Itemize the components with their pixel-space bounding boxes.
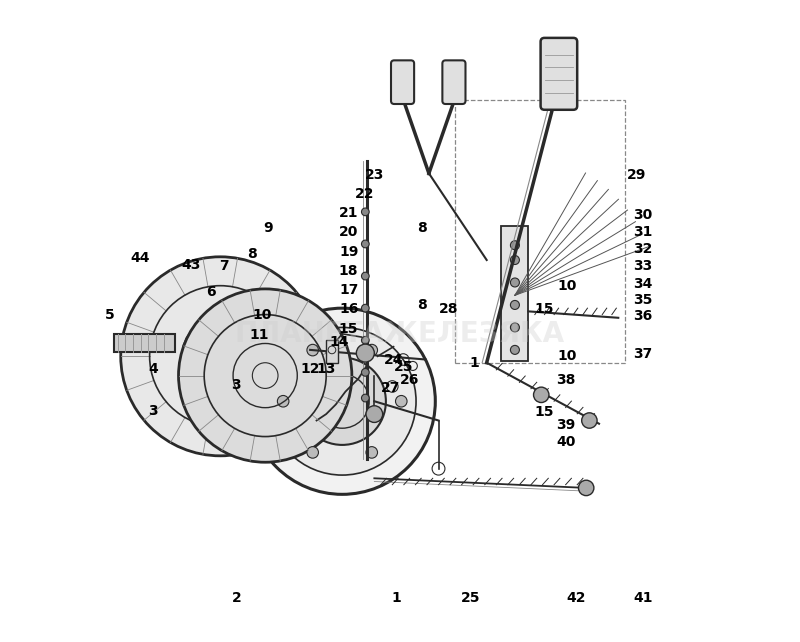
Circle shape xyxy=(510,300,519,309)
Text: 4: 4 xyxy=(148,362,158,376)
Text: 15: 15 xyxy=(534,405,554,419)
Circle shape xyxy=(362,240,369,248)
Text: 38: 38 xyxy=(556,373,575,387)
Text: 15: 15 xyxy=(339,322,358,336)
Circle shape xyxy=(362,336,369,344)
Circle shape xyxy=(249,308,435,494)
Circle shape xyxy=(298,358,386,445)
Text: 32: 32 xyxy=(633,242,652,256)
Text: 28: 28 xyxy=(438,302,458,317)
FancyBboxPatch shape xyxy=(391,60,414,104)
Text: 35: 35 xyxy=(633,293,652,308)
Text: 22: 22 xyxy=(355,187,374,201)
Text: 29: 29 xyxy=(626,168,646,182)
Circle shape xyxy=(356,344,374,362)
Text: 26: 26 xyxy=(400,373,419,387)
Circle shape xyxy=(510,256,519,265)
Text: 25: 25 xyxy=(461,591,480,605)
Circle shape xyxy=(362,208,369,216)
Circle shape xyxy=(178,289,352,462)
Circle shape xyxy=(362,369,369,376)
Text: 11: 11 xyxy=(249,328,269,342)
Circle shape xyxy=(278,395,289,407)
Text: 20: 20 xyxy=(339,225,358,239)
Circle shape xyxy=(510,323,519,332)
Text: 16: 16 xyxy=(339,302,358,317)
Text: 10: 10 xyxy=(252,308,272,322)
Text: 2: 2 xyxy=(231,591,241,605)
Text: 18: 18 xyxy=(339,264,358,278)
Circle shape xyxy=(121,257,320,456)
Text: 3: 3 xyxy=(231,378,241,392)
Text: 13: 13 xyxy=(317,362,336,376)
Text: 24: 24 xyxy=(384,352,403,367)
Text: 34: 34 xyxy=(633,277,652,291)
Text: 33: 33 xyxy=(633,259,652,273)
Text: 7: 7 xyxy=(218,259,228,273)
Text: 41: 41 xyxy=(633,591,653,605)
Text: 17: 17 xyxy=(339,283,358,297)
Circle shape xyxy=(510,345,519,354)
Circle shape xyxy=(268,327,416,475)
Text: 43: 43 xyxy=(182,257,201,272)
Text: 23: 23 xyxy=(365,168,384,182)
Bar xyxy=(454,100,625,363)
Text: 6: 6 xyxy=(206,285,215,299)
Text: 27: 27 xyxy=(381,381,400,395)
Text: 42: 42 xyxy=(566,591,586,605)
Text: 8: 8 xyxy=(418,221,427,235)
Text: 9: 9 xyxy=(263,221,274,235)
Circle shape xyxy=(395,395,407,407)
Text: 1: 1 xyxy=(469,356,478,370)
Text: 40: 40 xyxy=(556,435,575,449)
Circle shape xyxy=(578,480,594,496)
Circle shape xyxy=(307,447,318,458)
Circle shape xyxy=(534,387,549,403)
Circle shape xyxy=(366,344,378,356)
Bar xyxy=(502,226,529,361)
Text: 12: 12 xyxy=(300,362,320,376)
FancyBboxPatch shape xyxy=(442,60,466,104)
Text: 30: 30 xyxy=(633,208,652,222)
Text: 44: 44 xyxy=(130,251,150,265)
Text: 15: 15 xyxy=(534,302,554,317)
Text: 21: 21 xyxy=(339,206,358,220)
Circle shape xyxy=(307,344,318,356)
Text: 39: 39 xyxy=(556,418,575,432)
Circle shape xyxy=(366,447,378,458)
Circle shape xyxy=(362,304,369,312)
Text: 10: 10 xyxy=(558,349,577,363)
Circle shape xyxy=(366,406,382,422)
Circle shape xyxy=(582,413,597,428)
Text: 36: 36 xyxy=(633,309,652,323)
Text: 1: 1 xyxy=(392,591,402,605)
Circle shape xyxy=(362,394,369,402)
Text: 14: 14 xyxy=(330,334,349,349)
Text: ПЛАНЕТАЖЕЛЕЗЯКА: ПЛАНЕТАЖЕЛЕЗЯКА xyxy=(235,320,565,348)
Text: 8: 8 xyxy=(418,298,427,312)
Bar xyxy=(114,334,175,352)
Circle shape xyxy=(362,272,369,280)
Text: 37: 37 xyxy=(633,347,652,361)
Text: 5: 5 xyxy=(105,308,114,322)
FancyBboxPatch shape xyxy=(541,38,577,110)
Circle shape xyxy=(510,278,519,287)
Text: 8: 8 xyxy=(247,247,258,261)
Bar xyxy=(326,340,338,363)
Text: 3: 3 xyxy=(148,404,158,418)
Text: 31: 31 xyxy=(633,225,652,239)
Text: 19: 19 xyxy=(339,245,358,259)
Text: 25: 25 xyxy=(394,360,413,374)
Text: 10: 10 xyxy=(558,279,577,293)
Circle shape xyxy=(510,241,519,250)
